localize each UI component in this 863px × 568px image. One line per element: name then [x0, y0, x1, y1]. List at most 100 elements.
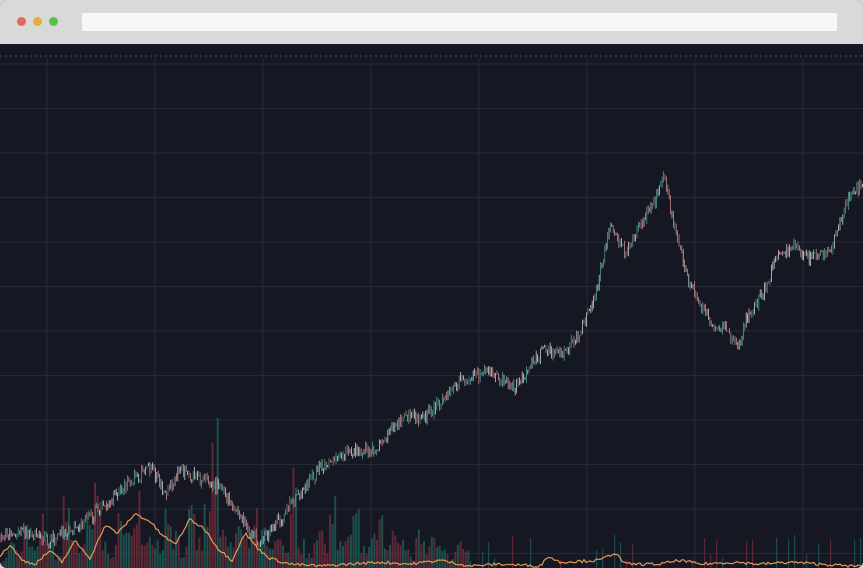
volume-bar	[47, 545, 49, 568]
volume-bar	[31, 546, 34, 568]
volume-bar	[342, 546, 345, 568]
volume-bar	[451, 558, 454, 568]
volume-bar	[467, 550, 470, 568]
volume-bar	[417, 529, 420, 568]
volume-bar	[692, 560, 694, 568]
volume-bar	[279, 539, 282, 568]
volume-bar	[2, 560, 5, 568]
volume-bar	[80, 548, 83, 568]
volume-bar	[135, 524, 138, 568]
volume-bar	[373, 533, 376, 568]
volume-bar	[326, 553, 329, 568]
volume-bar	[10, 542, 13, 568]
close-window-button[interactable]	[17, 17, 26, 26]
volume-bar	[323, 543, 326, 568]
volume-bar	[159, 554, 162, 568]
volume-bar	[120, 521, 123, 568]
volume-bar	[161, 550, 164, 568]
volume-bar	[13, 543, 16, 568]
volume-bar	[360, 553, 363, 568]
volume-bar	[167, 523, 170, 568]
volume-bar	[404, 550, 407, 568]
volume-bar	[211, 442, 214, 568]
volume-bar	[193, 514, 196, 568]
volume-bar	[78, 553, 81, 568]
volume-bar	[23, 531, 26, 568]
volume-bar	[626, 558, 628, 568]
volume-bar	[368, 547, 371, 568]
volume-bar	[5, 557, 8, 568]
chart-grid	[0, 55, 863, 568]
volume-bar	[188, 509, 190, 568]
volume-bar	[378, 519, 381, 568]
volume-bar	[54, 560, 57, 568]
volume-bar	[248, 547, 251, 568]
volume-bar	[112, 557, 115, 568]
volume-bars	[0, 418, 862, 568]
volume-bar	[216, 418, 219, 568]
volume-bar	[83, 544, 86, 568]
volume-bar	[794, 534, 796, 568]
volume-bar	[854, 539, 856, 568]
volume-bar	[433, 538, 436, 568]
volume-bar	[381, 515, 384, 568]
volume-bar	[276, 539, 279, 568]
volume-bar	[632, 544, 634, 568]
volume-bar	[776, 537, 778, 568]
volume-bar	[389, 544, 392, 568]
volume-bar	[114, 545, 117, 568]
volume-bar	[146, 542, 149, 568]
volume-bar	[130, 535, 133, 568]
volume-bar	[287, 552, 290, 568]
volume-bar	[177, 536, 180, 568]
volume-bar	[308, 553, 311, 568]
volume-bar	[464, 551, 467, 568]
volume-bar	[336, 549, 339, 568]
volume-bar	[315, 540, 318, 568]
volume-bar	[420, 544, 423, 568]
indicator-line	[0, 512, 863, 568]
address-bar[interactable]	[82, 13, 837, 31]
volume-bar	[125, 532, 128, 568]
volume-bar	[530, 537, 532, 568]
volume-bar	[704, 537, 706, 568]
volume-bar	[268, 548, 271, 568]
volume-bar	[41, 513, 44, 568]
volume-bar	[310, 557, 313, 568]
browser-titlebar	[0, 0, 863, 44]
volume-bar	[75, 543, 78, 568]
volume-bar	[456, 544, 459, 568]
volume-bar	[73, 542, 76, 568]
volume-bar	[443, 549, 446, 568]
volume-bar	[180, 557, 183, 568]
volume-bar	[224, 536, 227, 568]
volume-bar	[407, 549, 410, 568]
volume-bar	[428, 546, 431, 568]
volume-bar	[313, 543, 316, 568]
volume-bar	[295, 487, 298, 568]
volume-bar	[203, 504, 206, 568]
volume-bar	[88, 525, 91, 568]
volume-bar	[250, 529, 253, 568]
volume-bar	[195, 550, 198, 568]
price-chart[interactable]	[0, 44, 863, 568]
volume-bar	[169, 526, 172, 568]
volume-bar	[329, 514, 331, 568]
volume-bar	[258, 549, 261, 568]
volume-bar	[560, 559, 562, 568]
volume-bar	[214, 491, 217, 568]
volume-bar	[62, 496, 65, 568]
volume-bar	[386, 550, 389, 568]
volume-bar	[274, 541, 277, 568]
volume-bar	[376, 539, 378, 568]
volume-bar	[318, 531, 321, 568]
volume-bar	[117, 513, 120, 568]
volume-bar	[436, 547, 439, 568]
volume-bar	[300, 554, 303, 568]
chart-area[interactable]	[0, 44, 863, 568]
minimize-window-button[interactable]	[33, 17, 42, 26]
volume-bar	[331, 524, 334, 568]
maximize-window-button[interactable]	[49, 17, 58, 26]
volume-bar	[109, 558, 112, 568]
